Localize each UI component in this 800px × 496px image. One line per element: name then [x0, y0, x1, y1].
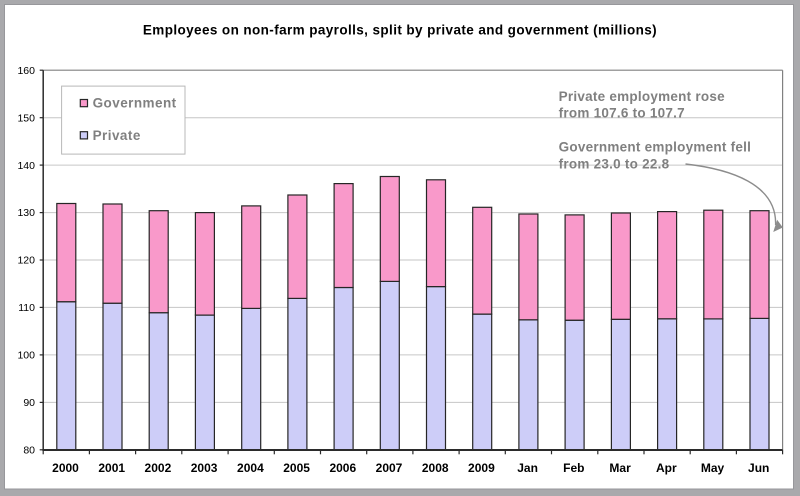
svg-text:from 107.6 to 107.7: from 107.6 to 107.7: [559, 106, 685, 121]
svg-text:May: May: [701, 461, 725, 475]
svg-text:140: 140: [17, 160, 35, 172]
svg-text:Jan: Jan: [517, 461, 538, 475]
svg-text:Private employment rose: Private employment rose: [559, 89, 726, 104]
svg-text:Jun: Jun: [748, 461, 769, 475]
svg-text:2008: 2008: [422, 461, 449, 475]
svg-text:100: 100: [17, 350, 35, 362]
svg-text:Government employment fell: Government employment fell: [559, 140, 752, 155]
svg-text:Feb: Feb: [563, 461, 584, 475]
svg-text:Mar: Mar: [609, 461, 631, 475]
svg-text:2002: 2002: [145, 461, 172, 475]
svg-text:Government: Government: [93, 96, 177, 111]
svg-text:160: 160: [17, 65, 35, 77]
svg-text:2003: 2003: [191, 461, 218, 475]
svg-text:80: 80: [23, 445, 35, 457]
svg-text:2001: 2001: [98, 461, 125, 475]
svg-text:2000: 2000: [52, 461, 79, 475]
svg-text:Apr: Apr: [656, 461, 677, 475]
svg-text:120: 120: [17, 255, 35, 267]
svg-text:90: 90: [23, 397, 35, 409]
svg-text:2004: 2004: [237, 461, 264, 475]
svg-text:Private: Private: [93, 128, 141, 143]
svg-text:2006: 2006: [329, 461, 356, 475]
svg-text:2009: 2009: [468, 461, 495, 475]
svg-text:110: 110: [18, 302, 35, 314]
svg-text:Employees on non-farm payrolls: Employees on non-farm payrolls, split by…: [143, 23, 657, 38]
svg-text:2007: 2007: [376, 461, 403, 475]
svg-text:from 23.0 to 22.8: from 23.0 to 22.8: [559, 156, 670, 171]
svg-text:2005: 2005: [283, 461, 310, 475]
svg-text:130: 130: [17, 207, 35, 219]
svg-text:150: 150: [17, 112, 35, 124]
